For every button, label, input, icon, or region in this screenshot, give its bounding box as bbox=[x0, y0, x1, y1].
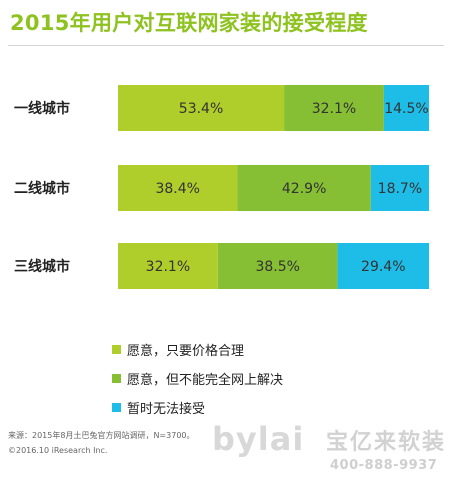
legend-label: 愿意，只要价格合理 bbox=[127, 343, 245, 359]
legend-swatch bbox=[112, 373, 121, 383]
data-label: 38.4% bbox=[155, 181, 199, 197]
data-label: 18.7% bbox=[378, 181, 422, 197]
bar-segment bbox=[370, 165, 429, 211]
legend-swatch bbox=[112, 344, 121, 354]
stacked-bar-chart: 一线城市 53.4% 32.1% 14.5% 二线城市 38.4% 42.9% 18.7% 三线… bbox=[14, 85, 429, 289]
legend-label: 暂时无法接受 bbox=[127, 401, 206, 417]
bar-segment bbox=[118, 243, 218, 289]
bar-segment bbox=[237, 165, 371, 211]
bar-segment bbox=[118, 165, 238, 211]
data-label: 32.1% bbox=[146, 259, 190, 275]
data-label: 29.4% bbox=[361, 259, 405, 275]
bar-segment bbox=[284, 85, 384, 131]
category-label: 三线城市 bbox=[14, 258, 70, 275]
copyright-note: ©2016.10 iResearch Inc. bbox=[8, 446, 108, 455]
watermark-company: 宝亿来软装 bbox=[326, 430, 447, 455]
legend-item: 愿意，只要价格合理 bbox=[112, 340, 283, 359]
chart-title: 2015年用户对互联网家装的接受程度 bbox=[10, 11, 368, 35]
watermark-brand: bylai bbox=[212, 420, 305, 458]
bar-segment bbox=[383, 85, 429, 131]
data-label: 42.9% bbox=[282, 181, 326, 197]
category-label: 一线城市 bbox=[14, 100, 70, 117]
legend-item: 暂时无法接受 bbox=[112, 398, 283, 417]
legend-item: 愿意，但不能完全网上解决 bbox=[112, 369, 284, 388]
data-label: 14.5% bbox=[384, 101, 428, 117]
category-label: 二线城市 bbox=[14, 180, 70, 197]
bar-segment bbox=[118, 85, 285, 131]
legend: 愿意，只要价格合理 愿意，但不能完全网上解决 暂时无法接受 bbox=[112, 340, 283, 427]
bar-segment bbox=[337, 243, 429, 289]
data-label: 32.1% bbox=[312, 101, 356, 117]
watermark-phone: 400-888-9937 bbox=[330, 458, 438, 473]
title-divider bbox=[8, 45, 444, 46]
data-label: 38.5% bbox=[255, 259, 299, 275]
data-label: 53.4% bbox=[179, 101, 223, 117]
bar-segment bbox=[217, 243, 338, 289]
legend-swatch bbox=[112, 402, 121, 412]
legend-label: 愿意，但不能完全网上解决 bbox=[127, 372, 284, 388]
source-note: 来源：2015年8月土巴兔官方网站调研，N=3700。 bbox=[8, 431, 195, 440]
